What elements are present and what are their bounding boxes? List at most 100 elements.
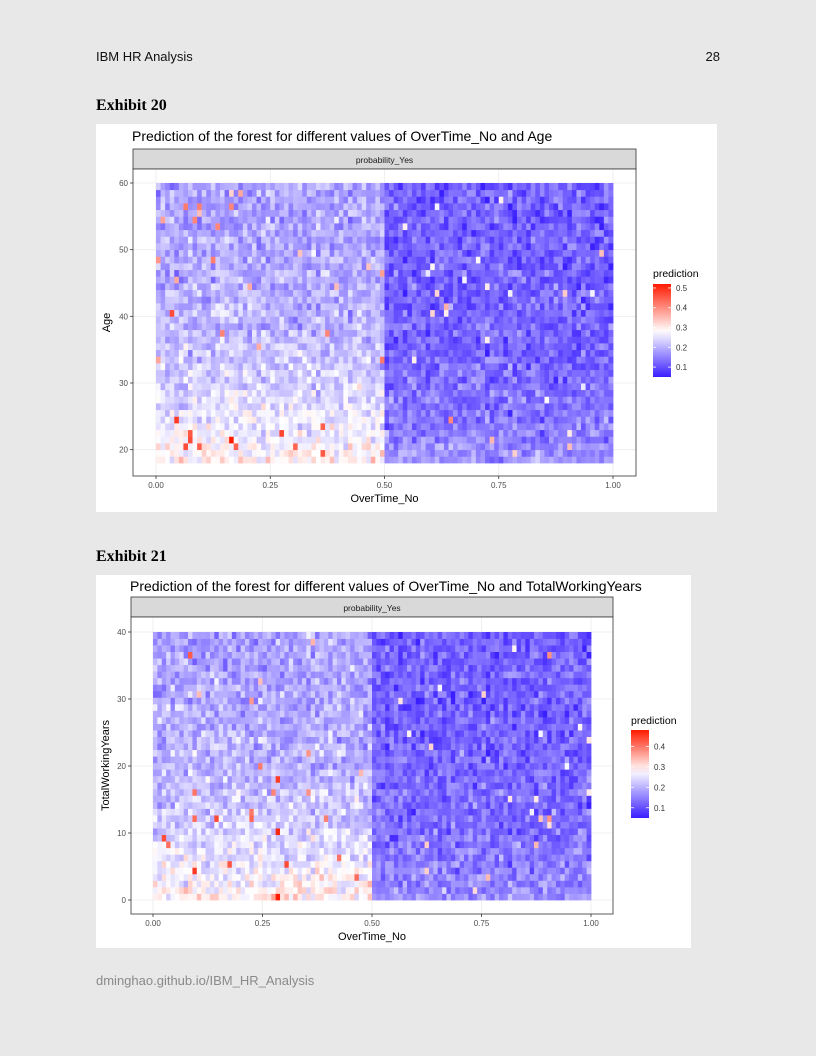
heatmap-cell [526, 456, 532, 464]
heatmap-cell [411, 223, 417, 231]
heatmap-cell [590, 189, 596, 197]
heatmap-cell [334, 436, 340, 444]
heatmap-cell [334, 303, 340, 311]
heatmap-cell [407, 289, 413, 297]
heatmap-cell [197, 323, 203, 331]
heatmap-cell [357, 249, 363, 257]
heatmap-cell [603, 409, 609, 417]
heatmap-cell [297, 336, 303, 344]
heatmap-cell [169, 249, 175, 257]
heatmap-cell [306, 349, 312, 357]
heatmap-cell [603, 303, 609, 311]
heatmap-cell [293, 196, 299, 204]
heatmap-cell [512, 343, 518, 351]
heatmap-cell [357, 243, 363, 251]
heatmap-cell [174, 736, 180, 744]
heatmap-cell [571, 429, 577, 437]
heatmap-cell [416, 289, 422, 297]
heatmap-cell [215, 303, 221, 311]
heatmap-cell [384, 349, 390, 357]
heatmap-cell [425, 343, 431, 351]
heatmap-cell [558, 423, 564, 431]
heatmap-cell [448, 196, 454, 204]
heatmap-cell [297, 269, 303, 277]
heatmap-cell [357, 429, 363, 437]
heatmap-cell [265, 356, 271, 364]
heatmap-cell [421, 456, 427, 464]
heatmap-cell [265, 189, 271, 197]
heatmap-cell [498, 336, 504, 344]
heatmap-cell [590, 396, 596, 404]
heatmap-cell [306, 436, 312, 444]
heatmap-cell [274, 303, 280, 311]
heatmap-cell [544, 303, 550, 311]
heatmap-cell [384, 416, 390, 424]
heatmap-cell [347, 429, 353, 437]
heatmap-cell [494, 383, 500, 391]
heatmap-cell [256, 276, 262, 284]
heatmap-cell [297, 356, 303, 364]
heatmap-cell [375, 356, 381, 364]
heatmap-cell [384, 249, 390, 257]
heatmap-cell [594, 323, 600, 331]
heatmap-cell [270, 436, 276, 444]
heatmap-cell [393, 223, 399, 231]
heatmap-cell [192, 815, 198, 822]
heatmap-cell [485, 243, 491, 251]
heatmap-cell [187, 196, 193, 204]
heatmap-cell [334, 209, 340, 217]
heatmap-cell [503, 369, 509, 377]
heatmap-cell [526, 429, 532, 437]
heatmap-cell [215, 243, 221, 251]
heatmap-cell [297, 209, 303, 217]
heatmap-cell [288, 403, 294, 411]
heatmap-cell [156, 276, 161, 284]
heatmap-cell [311, 296, 317, 304]
heatmap-cell [535, 363, 541, 371]
heatmap-cell [425, 369, 431, 377]
heatmap-cell [526, 256, 532, 264]
heatmap-cell [466, 289, 472, 297]
heatmap-cell [214, 886, 220, 894]
heatmap-cell [214, 658, 220, 666]
heatmap-cell [576, 456, 582, 464]
heatmap-cell [274, 243, 280, 251]
heatmap-cell [165, 436, 171, 444]
heatmap-cell [288, 429, 294, 437]
heatmap-cell [379, 276, 385, 284]
heatmap-cell [576, 403, 582, 411]
heatmap-cell [347, 329, 353, 337]
heatmap-cell [462, 249, 468, 257]
heatmap-cell [507, 409, 513, 417]
heatmap-cell [544, 296, 550, 304]
heatmap-cell [480, 203, 486, 211]
heatmap-cell [201, 762, 206, 770]
heatmap-cell [448, 396, 454, 404]
heatmap-cell [425, 289, 431, 297]
heatmap-cell [274, 209, 280, 217]
x-tick-label: 0.25 [262, 481, 278, 490]
heatmap-cell [425, 449, 431, 457]
heatmap-cell [179, 703, 185, 711]
heatmap-cell [160, 449, 166, 457]
heatmap-cell [489, 416, 495, 424]
heatmap-cell [379, 229, 385, 237]
heatmap-cell [251, 249, 257, 257]
heatmap-cell [411, 383, 417, 391]
heatmap-cell [567, 329, 573, 337]
heatmap-cell [274, 403, 280, 411]
heatmap-cell [238, 316, 244, 324]
heatmap-cell [503, 283, 509, 291]
heatmap-cell [265, 209, 271, 217]
heatmap-cell [471, 223, 477, 231]
heatmap-cell [227, 743, 233, 751]
heatmap-cell [407, 456, 413, 464]
heatmap-cell [338, 189, 344, 197]
facet-label: probability_Yes [343, 603, 400, 613]
heatmap-cell [494, 296, 500, 304]
heatmap-cell [160, 223, 166, 231]
heatmap-cell [188, 841, 193, 849]
heatmap-cell [571, 376, 577, 384]
heatmap-cell [562, 336, 568, 344]
heatmap-cell [343, 456, 349, 464]
